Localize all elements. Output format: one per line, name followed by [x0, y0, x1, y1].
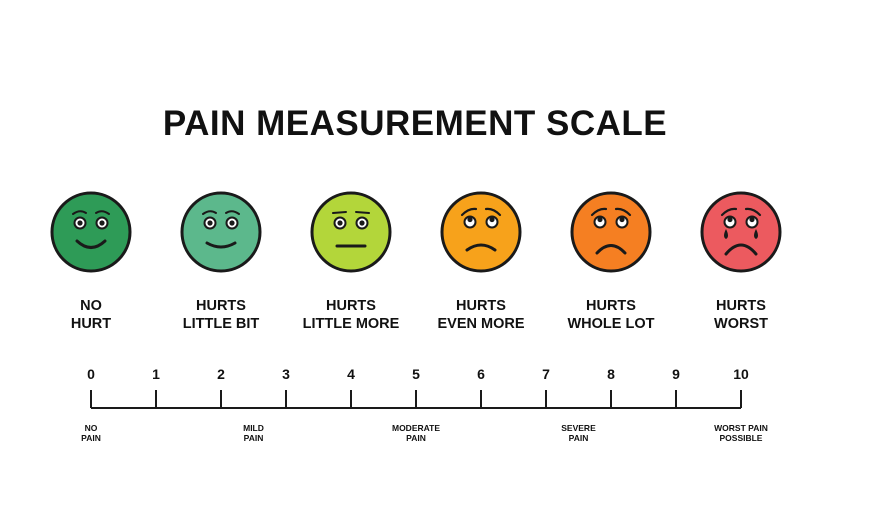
- severity-label-line2: PAIN: [81, 433, 101, 443]
- face-label-line2: WORST: [714, 316, 768, 332]
- tick-label: 8: [607, 366, 615, 382]
- face-label-line1: NO: [80, 298, 102, 314]
- face-label: HURTS WHOLE LOT: [536, 297, 686, 333]
- face-happy-icon: [50, 191, 132, 273]
- severity-label-line2: PAIN: [568, 433, 589, 443]
- tick-label: 2: [217, 366, 225, 382]
- face-label-line2: LITTLE MORE: [302, 316, 400, 332]
- tick-label: 1: [152, 366, 160, 382]
- face-label-line1: HURTS: [456, 298, 506, 314]
- severity-label-line1: MILD: [243, 423, 264, 433]
- severity-label-line2: POSSIBLE: [719, 433, 763, 443]
- face-crying-icon: [700, 191, 782, 273]
- face-label: NO HURT: [16, 297, 166, 333]
- severity-label: MILD PAIN: [199, 423, 309, 443]
- severity-label-line1: SEVERE: [561, 423, 596, 433]
- tick-label: 4: [347, 366, 355, 382]
- face-frown-icon: [440, 191, 522, 273]
- tick-label: 5: [412, 366, 420, 382]
- face-label-line1: HURTS: [326, 298, 376, 314]
- face-sad-icon: [570, 191, 652, 273]
- severity-label-line1: WORST PAIN: [714, 423, 768, 433]
- face-label-line1: HURTS: [716, 298, 766, 314]
- tick-label: 6: [477, 366, 485, 382]
- tick-label: 7: [542, 366, 550, 382]
- face-label-line1: HURTS: [196, 298, 246, 314]
- face-neutral-icon: [310, 191, 392, 273]
- severity-label: SEVERE PAIN: [524, 423, 634, 443]
- severity-label: WORST PAIN POSSIBLE: [686, 423, 796, 443]
- severity-label-line2: PAIN: [243, 433, 264, 443]
- severity-label-line2: PAIN: [406, 433, 426, 443]
- face-label-line2: LITTLE BIT: [182, 316, 260, 332]
- tick-label: 9: [672, 366, 680, 382]
- face-label: HURTS EVEN MORE: [406, 297, 556, 333]
- severity-label-line1: MODERATE: [391, 423, 440, 433]
- severity-label: MODERATE PAIN: [361, 423, 471, 443]
- tick-label: 10: [733, 366, 749, 382]
- severity-label-line1: NO: [84, 423, 98, 433]
- tick-label: 3: [282, 366, 290, 382]
- face-label: HURTS LITTLE MORE: [276, 297, 426, 333]
- face-label-line2: HURT: [70, 316, 112, 332]
- face-label: HURTS WORST: [666, 297, 816, 333]
- severity-label: NO PAIN: [36, 423, 146, 443]
- face-label-line2: WHOLE LOT: [567, 316, 655, 332]
- face-label: HURTS LITTLE BIT: [146, 297, 296, 333]
- face-label-line2: EVEN MORE: [437, 316, 525, 332]
- face-label-line1: HURTS: [586, 298, 636, 314]
- page-title: PAIN MEASUREMENT SCALE: [162, 104, 668, 143]
- tick-label: 0: [87, 366, 95, 382]
- face-smile-icon: [180, 191, 262, 273]
